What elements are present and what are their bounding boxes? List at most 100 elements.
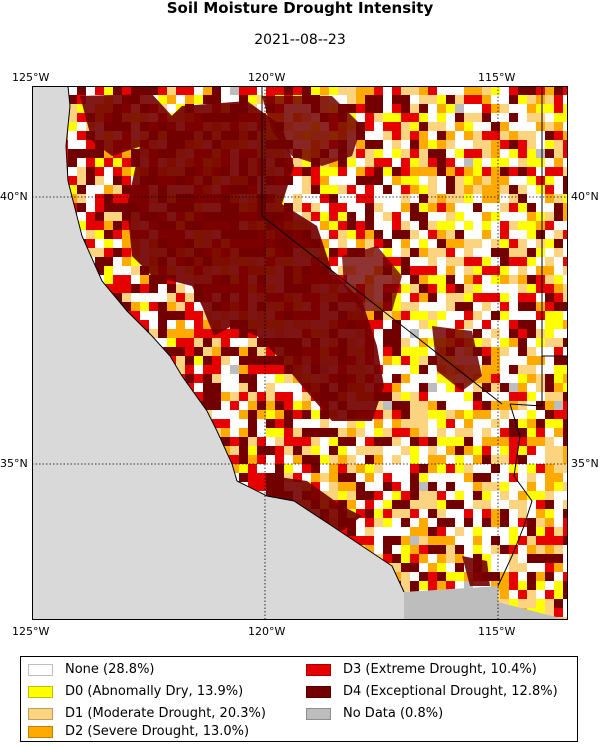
drought-cell <box>536 392 545 401</box>
drought-cell <box>545 248 554 257</box>
drought-cell <box>302 194 311 203</box>
drought-cell <box>311 194 320 203</box>
drought-cell <box>500 356 509 365</box>
drought-cell <box>122 185 131 194</box>
drought-cell <box>536 419 545 428</box>
drought-cell <box>275 437 284 446</box>
drought-cell <box>536 167 545 176</box>
drought-cell <box>77 86 86 95</box>
drought-cell <box>500 383 509 392</box>
drought-cell <box>527 338 536 347</box>
drought-cell <box>464 203 473 212</box>
drought-cell <box>158 302 167 311</box>
drought-cell <box>230 365 239 374</box>
drought-cell <box>86 203 95 212</box>
drought-cell <box>77 140 86 149</box>
drought-cell <box>509 491 518 500</box>
drought-cell <box>428 194 437 203</box>
drought-cell <box>491 86 500 95</box>
drought-cell <box>464 491 473 500</box>
drought-cell <box>86 185 95 194</box>
drought-cell <box>95 212 104 221</box>
drought-cell <box>356 176 365 185</box>
drought-cell <box>275 401 284 410</box>
drought-cell <box>491 167 500 176</box>
drought-cell <box>212 383 221 392</box>
drought-cell <box>563 590 568 599</box>
drought-cell <box>536 113 545 122</box>
drought-cell <box>446 482 455 491</box>
drought-cell <box>302 167 311 176</box>
drought-cell <box>392 356 401 365</box>
drought-cell <box>383 140 392 149</box>
drought-cell <box>428 500 437 509</box>
drought-cell <box>347 86 356 95</box>
drought-cell <box>545 581 554 590</box>
drought-cell <box>554 581 563 590</box>
drought-cell <box>284 185 293 194</box>
drought-cell <box>104 230 113 239</box>
drought-cell <box>419 572 428 581</box>
drought-cell <box>437 410 446 419</box>
drought-cell <box>563 563 568 572</box>
drought-cell <box>302 464 311 473</box>
drought-cell <box>221 428 230 437</box>
drought-cell <box>446 473 455 482</box>
drought-cell <box>518 113 527 122</box>
drought-cell <box>500 455 509 464</box>
drought-cell <box>545 212 554 221</box>
right-lat-label-35n: 35°N <box>571 457 599 470</box>
drought-cell <box>500 419 509 428</box>
drought-cell <box>464 581 473 590</box>
drought-cell <box>383 428 392 437</box>
drought-cell <box>401 428 410 437</box>
drought-cell <box>527 140 536 149</box>
drought-cell <box>446 500 455 509</box>
drought-cell <box>410 176 419 185</box>
drought-cell <box>140 311 149 320</box>
drought-cell <box>392 455 401 464</box>
drought-cell <box>266 347 275 356</box>
drought-cell <box>347 473 356 482</box>
drought-cell <box>410 536 419 545</box>
drought-cell <box>392 446 401 455</box>
drought-cell <box>527 149 536 158</box>
drought-cell <box>437 239 446 248</box>
drought-cell <box>455 95 464 104</box>
drought-cell <box>518 293 527 302</box>
drought-cell <box>167 347 176 356</box>
drought-cell <box>266 464 275 473</box>
drought-cell <box>464 167 473 176</box>
drought-cell <box>482 266 491 275</box>
drought-cell <box>302 401 311 410</box>
drought-cell <box>113 185 122 194</box>
drought-cell <box>545 446 554 455</box>
drought-cell <box>374 320 383 329</box>
drought-cell <box>239 410 248 419</box>
drought-cell <box>536 185 545 194</box>
drought-cell <box>383 482 392 491</box>
drought-cell <box>176 320 185 329</box>
drought-cell <box>122 176 131 185</box>
drought-cell <box>338 482 347 491</box>
drought-cell <box>383 401 392 410</box>
drought-cell <box>428 455 437 464</box>
drought-cell <box>248 365 257 374</box>
right-lat-label-40n: 40°N <box>571 190 599 203</box>
drought-cell <box>554 464 563 473</box>
drought-cell <box>482 419 491 428</box>
drought-cell <box>320 428 329 437</box>
drought-cell <box>545 347 554 356</box>
drought-cell <box>428 392 437 401</box>
drought-cell <box>500 320 509 329</box>
drought-cell <box>509 482 518 491</box>
drought-cell <box>257 365 266 374</box>
drought-cell <box>212 356 221 365</box>
drought-cell <box>545 563 554 572</box>
drought-cell <box>527 383 536 392</box>
drought-cell <box>392 473 401 482</box>
drought-cell <box>410 257 419 266</box>
drought-cell <box>419 275 428 284</box>
drought-cell <box>122 266 131 275</box>
drought-cell <box>545 284 554 293</box>
